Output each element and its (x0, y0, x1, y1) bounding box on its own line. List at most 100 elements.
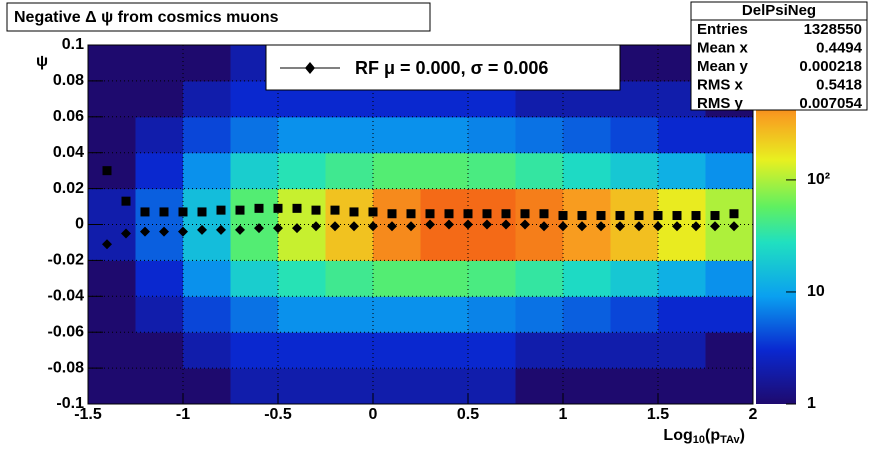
heatmap-cell (705, 368, 754, 405)
profile-diamond (102, 239, 112, 250)
profile-diamond (368, 221, 378, 232)
profile-diamond (406, 221, 416, 232)
heatmap-cell (325, 260, 374, 297)
heatmap-cell (563, 152, 611, 190)
heatmap-cell (658, 296, 706, 333)
heatmap-cell (325, 224, 374, 261)
legend-label: RF μ = 0.000, σ = 0.006 (355, 58, 548, 78)
heatmap-cell (325, 116, 374, 154)
heatmap-cell (515, 332, 564, 369)
y-tick-label: -0.1 (56, 395, 84, 412)
heatmap-cell (420, 332, 469, 369)
heatmap-cell (468, 260, 516, 297)
heatmap-cell (183, 45, 231, 82)
heatmap-cell (420, 260, 469, 297)
profile-diamond (254, 223, 264, 234)
heatmap-cell (420, 152, 469, 190)
heatmap-cell (420, 368, 469, 405)
profile-square (520, 209, 530, 219)
heatmap-cell (373, 296, 421, 333)
heatmap-cell (278, 332, 326, 369)
z-tick-label: 10² (807, 171, 830, 188)
x-label-part: TAv (720, 434, 740, 446)
heatmap-cell (230, 368, 279, 405)
x-label-part: 10 (693, 434, 705, 446)
profile-diamond (235, 224, 245, 235)
stats-rows: Entries 1328550 Mean x 0.4494 Mean y 0.000218… (697, 21, 863, 112)
profile-diamond (463, 219, 473, 230)
y-tick-label: 0.1 (62, 36, 84, 53)
heatmap-cell (88, 332, 136, 369)
heatmap-cell (705, 116, 754, 154)
heatmap-cell (658, 332, 706, 369)
profile-diamond (729, 221, 739, 232)
heatmap-cell (515, 260, 564, 297)
profile-square (501, 209, 511, 219)
heatmap-cell (325, 152, 374, 190)
profile-square (444, 209, 454, 219)
profile-square (558, 211, 568, 221)
heatmap-cell (183, 332, 231, 369)
profile-diamond (672, 221, 682, 232)
profile-square (729, 209, 739, 219)
heatmap-cell (658, 260, 706, 297)
profile-diamond (197, 224, 207, 235)
stats-title: DelPsiNeg (742, 2, 816, 19)
x-tick-label: -1 (176, 406, 190, 423)
heatmap-cell (88, 80, 136, 118)
heatmap-cell (373, 260, 421, 297)
profile-diamond (634, 221, 644, 232)
profile-diamond (558, 221, 568, 232)
z-tick-label: 1 (807, 395, 816, 412)
x-tick-label: 1 (559, 406, 568, 423)
profile-square (273, 203, 283, 213)
profile-square (672, 211, 682, 221)
profile-square (311, 205, 321, 215)
profile-square (577, 211, 587, 221)
title-box (6, 2, 431, 32)
heatmap-cell (515, 116, 564, 154)
heatmap-cell (420, 296, 469, 333)
heatmap-cell (705, 260, 754, 297)
heatmap-cell (468, 116, 516, 154)
heatmap-cell (230, 260, 279, 297)
profile-square (691, 211, 701, 221)
x-label-part: (p (705, 427, 720, 444)
heatmap-cell (183, 80, 231, 118)
profile-diamond (482, 219, 492, 230)
heatmap-cell (183, 152, 231, 190)
heatmap-cell (135, 332, 184, 369)
profile-diamond (653, 221, 663, 232)
profile-diamond (520, 219, 530, 230)
x-tick-label: 2 (749, 406, 758, 423)
y-tick-label: 0.06 (53, 108, 84, 125)
heatmap-cell (610, 368, 659, 405)
profile-diamond (178, 226, 188, 237)
stats-key: RMS x (697, 76, 744, 93)
profile-diamond (292, 223, 302, 234)
heatmap-cell (658, 224, 706, 261)
heatmap-cell (88, 116, 136, 154)
heatmap-cell (230, 116, 279, 154)
stats-value: 0.007054 (799, 95, 862, 112)
x-tick-label: 0 (369, 406, 378, 423)
profile-diamond (311, 221, 321, 232)
heatmap-cell (563, 296, 611, 333)
heatmap-cell (135, 368, 184, 405)
y-tick-label: -0.06 (48, 323, 85, 340)
heatmap-cell (610, 296, 659, 333)
profile-diamond (330, 221, 340, 232)
profile-square (216, 205, 226, 215)
profile-square (178, 207, 188, 217)
heatmap-cell (278, 152, 326, 190)
profile-square (121, 196, 131, 206)
profile-square (140, 207, 150, 217)
profile-square (349, 207, 359, 217)
profile-diamond (710, 221, 720, 232)
stats-value: 0.4494 (816, 39, 863, 56)
profile-diamond (501, 219, 511, 230)
heatmap-cell (610, 116, 659, 154)
heatmap-cell (325, 332, 374, 369)
heatmap-cell (468, 332, 516, 369)
profile-diamond (539, 221, 549, 232)
